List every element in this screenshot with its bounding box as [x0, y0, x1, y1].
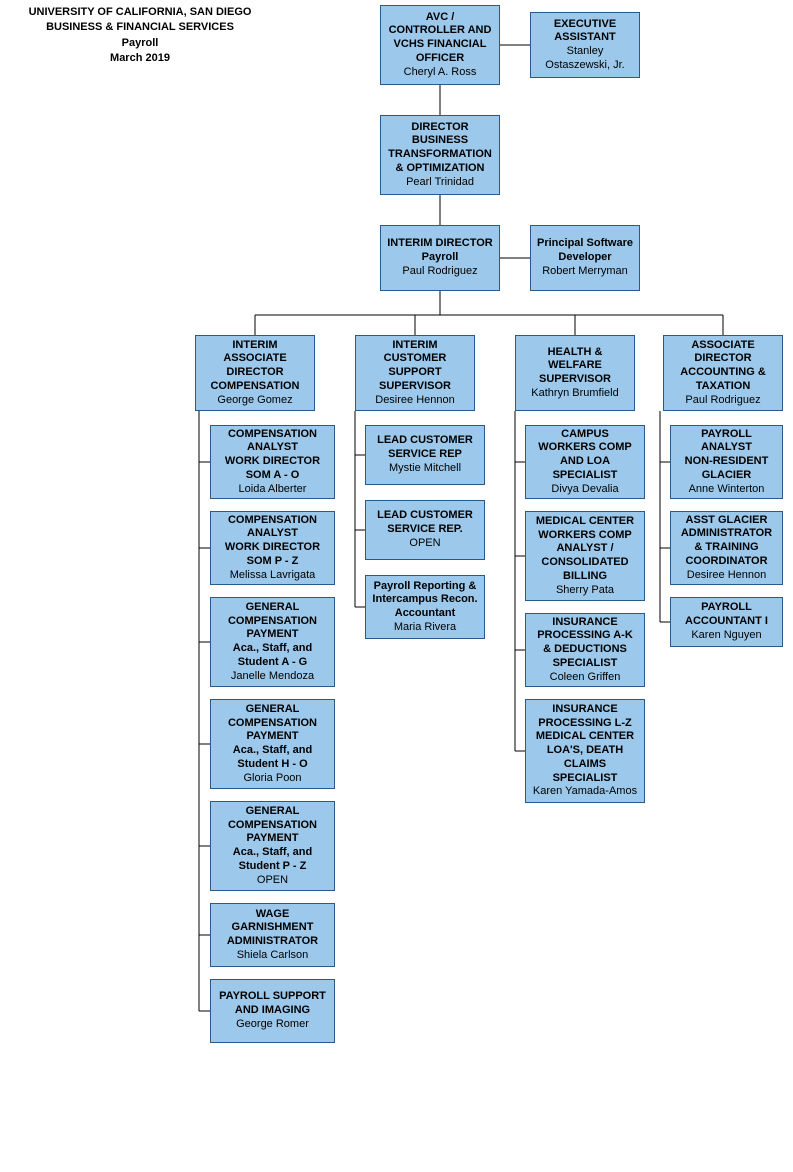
org-node-title: GENERAL COMPENSATION PAYMENT Aca., Staff… [217, 601, 328, 670]
org-node-name: Sherry Pata [532, 584, 638, 598]
org-node-dir_bto: DIRECTOR BUSINESS TRANSFORMATION & OPTIM… [380, 115, 500, 195]
org-node-comp1: COMPENSATION ANALYST WORK DIRECTOR SOM A… [210, 425, 335, 499]
org-node-cs3: Payroll Reporting & Intercampus Recon. A… [365, 575, 485, 639]
org-node-name: Divya Devalia [532, 483, 638, 497]
org-node-at1: PAYROLL ANALYST NON-RESIDENT GLACIERAnne… [670, 425, 783, 499]
header-line-4: March 2019 [10, 51, 270, 66]
org-node-name: Loida Alberter [217, 483, 328, 497]
org-node-title: INSURANCE PROCESSING L-Z MEDICAL CENTER … [532, 703, 638, 786]
org-node-hw1: CAMPUS WORKERS COMP AND LOA SPECIALISTDi… [525, 425, 645, 499]
org-node-title: DIRECTOR BUSINESS TRANSFORMATION & OPTIM… [387, 121, 493, 176]
org-node-name: Janelle Mendoza [217, 670, 328, 684]
org-node-ad_acct: ASSOCIATE DIRECTOR ACCOUNTING & TAXATION… [663, 335, 783, 411]
org-node-interim_dir: INTERIM DIRECTOR PayrollPaul Rodriguez [380, 225, 500, 291]
org-node-title: LEAD CUSTOMER SERVICE REP. [372, 509, 478, 537]
org-node-name: Desiree Hennon [677, 569, 776, 583]
header-line-1: UNIVERSITY OF CALIFORNIA, SAN DIEGO [10, 5, 270, 20]
org-node-iad_comp: INTERIM ASSOCIATE DIRECTOR COMPENSATIONG… [195, 335, 315, 411]
org-node-cs1: LEAD CUSTOMER SERVICE REPMystie Mitchell [365, 425, 485, 485]
org-node-name: OPEN [217, 874, 328, 888]
org-node-name: Desiree Hennon [362, 394, 468, 408]
org-node-name: Gloria Poon [217, 772, 328, 786]
org-node-name: Karen Yamada-Amos [532, 785, 638, 799]
org-node-name: Maria Rivera [372, 621, 478, 635]
org-node-name: Anne Winterton [677, 483, 776, 497]
org-node-title: Principal Software Developer [537, 237, 633, 265]
org-node-title: ASST GLACIER ADMINISTRATOR & TRAINING CO… [677, 514, 776, 569]
header-line-3: Payroll [10, 36, 270, 51]
org-node-comp2: COMPENSATION ANALYST WORK DIRECTOR SOM P… [210, 511, 335, 585]
org-node-name: Coleen Griffen [532, 671, 638, 685]
org-node-name: Shiela Carlson [217, 949, 328, 963]
org-node-title: CAMPUS WORKERS COMP AND LOA SPECIALIST [532, 428, 638, 483]
org-node-exec_asst: EXECUTIVE ASSISTANTStanley Ostaszewski, … [530, 12, 640, 78]
org-node-name: OPEN [372, 537, 478, 551]
org-node-cs2: LEAD CUSTOMER SERVICE REP.OPEN [365, 500, 485, 560]
org-node-title: INTERIM DIRECTOR Payroll [387, 237, 493, 265]
org-node-title: COMPENSATION ANALYST WORK DIRECTOR SOM P… [217, 514, 328, 569]
org-node-name: George Romer [217, 1018, 328, 1032]
org-node-ics_sup: INTERIM CUSTOMER SUPPORT SUPERVISORDesir… [355, 335, 475, 411]
org-node-avc: AVC / CONTROLLER AND VCHS FINANCIAL OFFI… [380, 5, 500, 85]
org-node-title: MEDICAL CENTER WORKERS COMP ANALYST / CO… [532, 515, 638, 584]
org-node-comp4: GENERAL COMPENSATION PAYMENT Aca., Staff… [210, 699, 335, 789]
org-node-at2: ASST GLACIER ADMINISTRATOR & TRAINING CO… [670, 511, 783, 585]
org-node-title: PAYROLL SUPPORT AND IMAGING [217, 990, 328, 1018]
header-line-2: BUSINESS & FINANCIAL SERVICES [10, 20, 270, 35]
org-node-title: PAYROLL ACCOUNTANT I [677, 601, 776, 629]
org-node-comp3: GENERAL COMPENSATION PAYMENT Aca., Staff… [210, 597, 335, 687]
org-node-title: GENERAL COMPENSATION PAYMENT Aca., Staff… [217, 703, 328, 772]
org-node-hw_sup: HEALTH & WELFARE SUPERVISORKathryn Brumf… [515, 335, 635, 411]
org-node-comp7: PAYROLL SUPPORT AND IMAGINGGeorge Romer [210, 979, 335, 1043]
org-node-title: INTERIM ASSOCIATE DIRECTOR COMPENSATION [202, 339, 308, 394]
org-node-title: PAYROLL ANALYST NON-RESIDENT GLACIER [677, 428, 776, 483]
org-node-name: Robert Merryman [537, 265, 633, 279]
org-node-title: AVC / CONTROLLER AND VCHS FINANCIAL OFFI… [387, 11, 493, 66]
org-node-hw4: INSURANCE PROCESSING L-Z MEDICAL CENTER … [525, 699, 645, 803]
org-node-comp5: GENERAL COMPENSATION PAYMENT Aca., Staff… [210, 801, 335, 891]
org-node-hw2: MEDICAL CENTER WORKERS COMP ANALYST / CO… [525, 511, 645, 601]
org-node-title: LEAD CUSTOMER SERVICE REP [372, 434, 478, 462]
org-chart-header: UNIVERSITY OF CALIFORNIA, SAN DIEGO BUSI… [10, 5, 270, 67]
org-node-name: Paul Rodriguez [670, 394, 776, 408]
org-node-title: INTERIM CUSTOMER SUPPORT SUPERVISOR [362, 339, 468, 394]
org-node-title: Payroll Reporting & Intercampus Recon. A… [372, 580, 478, 621]
org-node-name: Melissa Lavrigata [217, 569, 328, 583]
org-node-title: EXECUTIVE ASSISTANT [537, 18, 633, 46]
org-node-title: COMPENSATION ANALYST WORK DIRECTOR SOM A… [217, 428, 328, 483]
org-node-name: Karen Nguyen [677, 629, 776, 643]
org-node-title: WAGE GARNISHMENT ADMINISTRATOR [217, 908, 328, 949]
org-node-name: Kathryn Brumfield [522, 387, 628, 401]
org-node-psd: Principal Software DeveloperRobert Merry… [530, 225, 640, 291]
org-node-hw3: INSURANCE PROCESSING A-K & DEDUCTIONS SP… [525, 613, 645, 687]
org-node-name: Mystie Mitchell [372, 462, 478, 476]
org-node-name: George Gomez [202, 394, 308, 408]
org-node-title: ASSOCIATE DIRECTOR ACCOUNTING & TAXATION [670, 339, 776, 394]
org-node-title: GENERAL COMPENSATION PAYMENT Aca., Staff… [217, 805, 328, 874]
org-node-name: Paul Rodriguez [387, 265, 493, 279]
org-node-at3: PAYROLL ACCOUNTANT IKaren Nguyen [670, 597, 783, 647]
org-node-name: Cheryl A. Ross [387, 66, 493, 80]
org-node-name: Stanley Ostaszewski, Jr. [537, 45, 633, 73]
org-node-title: INSURANCE PROCESSING A-K & DEDUCTIONS SP… [532, 616, 638, 671]
org-node-comp6: WAGE GARNISHMENT ADMINISTRATORShiela Car… [210, 903, 335, 967]
org-node-title: HEALTH & WELFARE SUPERVISOR [522, 346, 628, 387]
org-node-name: Pearl Trinidad [387, 176, 493, 190]
